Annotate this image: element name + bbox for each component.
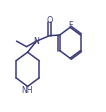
Text: O: O <box>47 15 53 24</box>
Text: N: N <box>34 36 40 45</box>
Text: F: F <box>68 21 72 29</box>
Text: NH: NH <box>21 86 33 95</box>
